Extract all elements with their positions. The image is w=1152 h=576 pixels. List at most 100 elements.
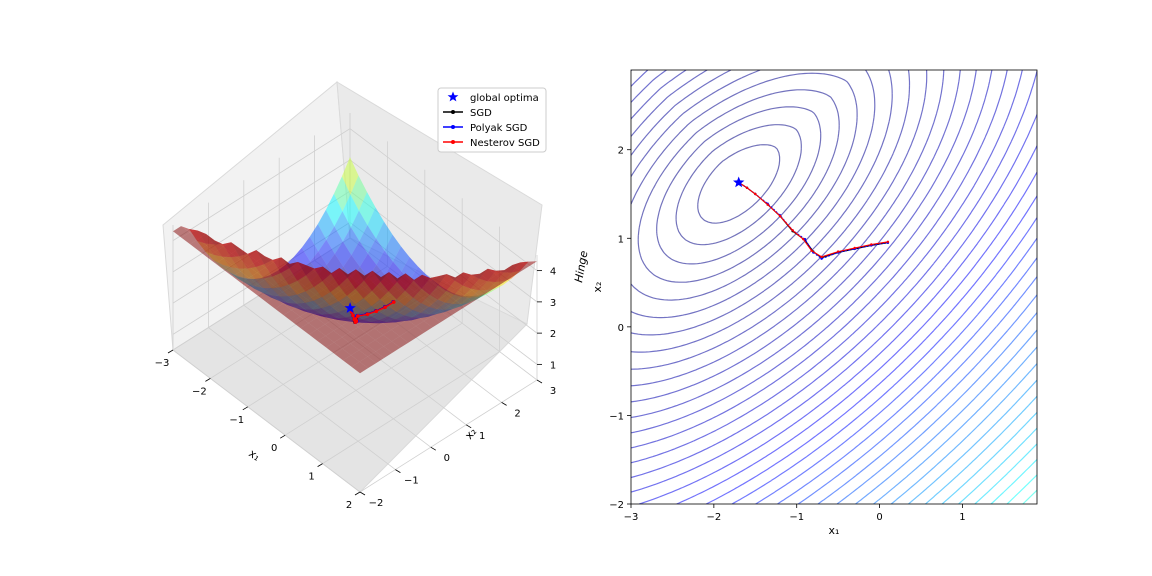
surface-patch [231, 248, 249, 260]
surface-patch [364, 270, 381, 283]
surface-patch [431, 299, 449, 311]
contour-line [908, 379, 1037, 504]
surface-patch [289, 261, 307, 271]
contour-line [890, 363, 1037, 504]
contour-line [797, 276, 1037, 504]
surface-patch [350, 327, 367, 339]
y-tick-3d [536, 379, 543, 384]
axis-ticks-3d: −3 −2 −1 0 1 2 −2 −1 0 1 2 3 1 2 3 4 [155, 267, 557, 511]
path-2d-point [778, 214, 782, 218]
surface-patch [422, 281, 440, 293]
surface-patch [190, 239, 207, 251]
y-tick-label: 0 [618, 323, 624, 334]
surface-patch [494, 278, 512, 289]
surface-patch [438, 274, 456, 283]
x-tick-label-3d: 1 [308, 472, 314, 483]
contour-line [990, 459, 1037, 504]
legend-label: SGD [470, 108, 492, 119]
x-tick-3d [167, 349, 174, 354]
path-2d-point [836, 250, 840, 253]
path-2d-point [766, 203, 769, 206]
surface-patch [232, 259, 249, 272]
y-tick-label-3d: 3 [550, 386, 556, 397]
surface-patch [241, 277, 258, 290]
surface-patch [308, 306, 325, 318]
path-2d-point [754, 192, 757, 196]
surface-patch [472, 285, 489, 297]
surface-patch [415, 320, 433, 333]
surface-patch [423, 315, 441, 328]
contour-line [637, 89, 840, 283]
surface-patch [390, 301, 407, 314]
surface-patch [455, 272, 472, 284]
surface-patch [240, 254, 257, 267]
surface-patch [223, 253, 241, 265]
surface-patch [357, 298, 374, 311]
y-tick-3d [465, 424, 472, 429]
y-tick-3d [395, 469, 401, 473]
surface-patch [309, 224, 327, 252]
x-tick-3d [242, 406, 249, 411]
surface-patch [282, 275, 299, 287]
contour-line [631, 70, 993, 434]
surface-patch [290, 270, 307, 282]
surface-patch [375, 334, 392, 347]
surface-patch [291, 293, 308, 305]
path-2d-point [820, 257, 823, 260]
surface-patch [423, 292, 440, 305]
surface-patch [215, 258, 233, 270]
surface-3d-panel: −3 −2 −1 0 1 2 −2 −1 0 1 2 3 1 2 3 4 x₁ x₂ Hinge global… [155, 81, 591, 511]
path-3d-point [352, 317, 357, 322]
x-tick-label-3d: −3 [155, 358, 170, 369]
surface-patch [333, 176, 351, 212]
z-tick-label-3d: 2 [550, 329, 556, 340]
x-tick-label-3d: 0 [271, 443, 277, 454]
surface-patch [341, 157, 359, 195]
surface-patch [372, 277, 390, 289]
surface-patch [342, 194, 359, 228]
x-tick-label-3d: −2 [192, 386, 207, 397]
path-2d-point [853, 246, 856, 250]
surface-patch [390, 313, 408, 325]
surface-patch [299, 299, 317, 312]
y-tick-label-3d: 1 [479, 431, 485, 442]
path-3d-point [351, 313, 355, 318]
surface-patch [307, 294, 325, 307]
surface-patch [464, 290, 481, 302]
surface-patch [382, 306, 399, 319]
surface-patch [266, 297, 284, 309]
surface-patch [308, 317, 326, 330]
x-tick-3d [354, 491, 361, 496]
legend-marker [451, 110, 455, 114]
surface-patch [314, 266, 332, 279]
surface-patch [389, 290, 407, 302]
surface-patch [374, 311, 391, 324]
surface-patch [317, 335, 335, 348]
surface-patch [206, 240, 224, 252]
y-tick-label-3d: 0 [444, 453, 450, 464]
z-axis-label-3d: Hinge [572, 249, 590, 283]
contour-line [631, 70, 977, 419]
surface-patch [256, 256, 274, 268]
surface-patch [315, 289, 333, 302]
surface-patch [487, 268, 505, 276]
surface-patch [307, 283, 324, 295]
optimizer-paths-3d [344, 300, 396, 325]
surface-patch [258, 290, 275, 303]
contour-line [631, 72, 858, 301]
surface-patch [348, 280, 365, 293]
contour-line [631, 70, 945, 387]
surface-patch [365, 293, 382, 306]
z-tick-label-3d: 1 [550, 360, 556, 371]
surface-patch [323, 284, 341, 297]
surface-patch [376, 250, 393, 276]
x-tick-3d [279, 434, 286, 439]
contour-line [631, 70, 1023, 464]
path-2d-point [802, 238, 805, 241]
legend-entry-nesterov-sgd: Nesterov SGD [443, 138, 540, 149]
contour-lines [631, 70, 1037, 504]
legend-marker [451, 125, 455, 129]
x-tick-3d [317, 463, 323, 467]
